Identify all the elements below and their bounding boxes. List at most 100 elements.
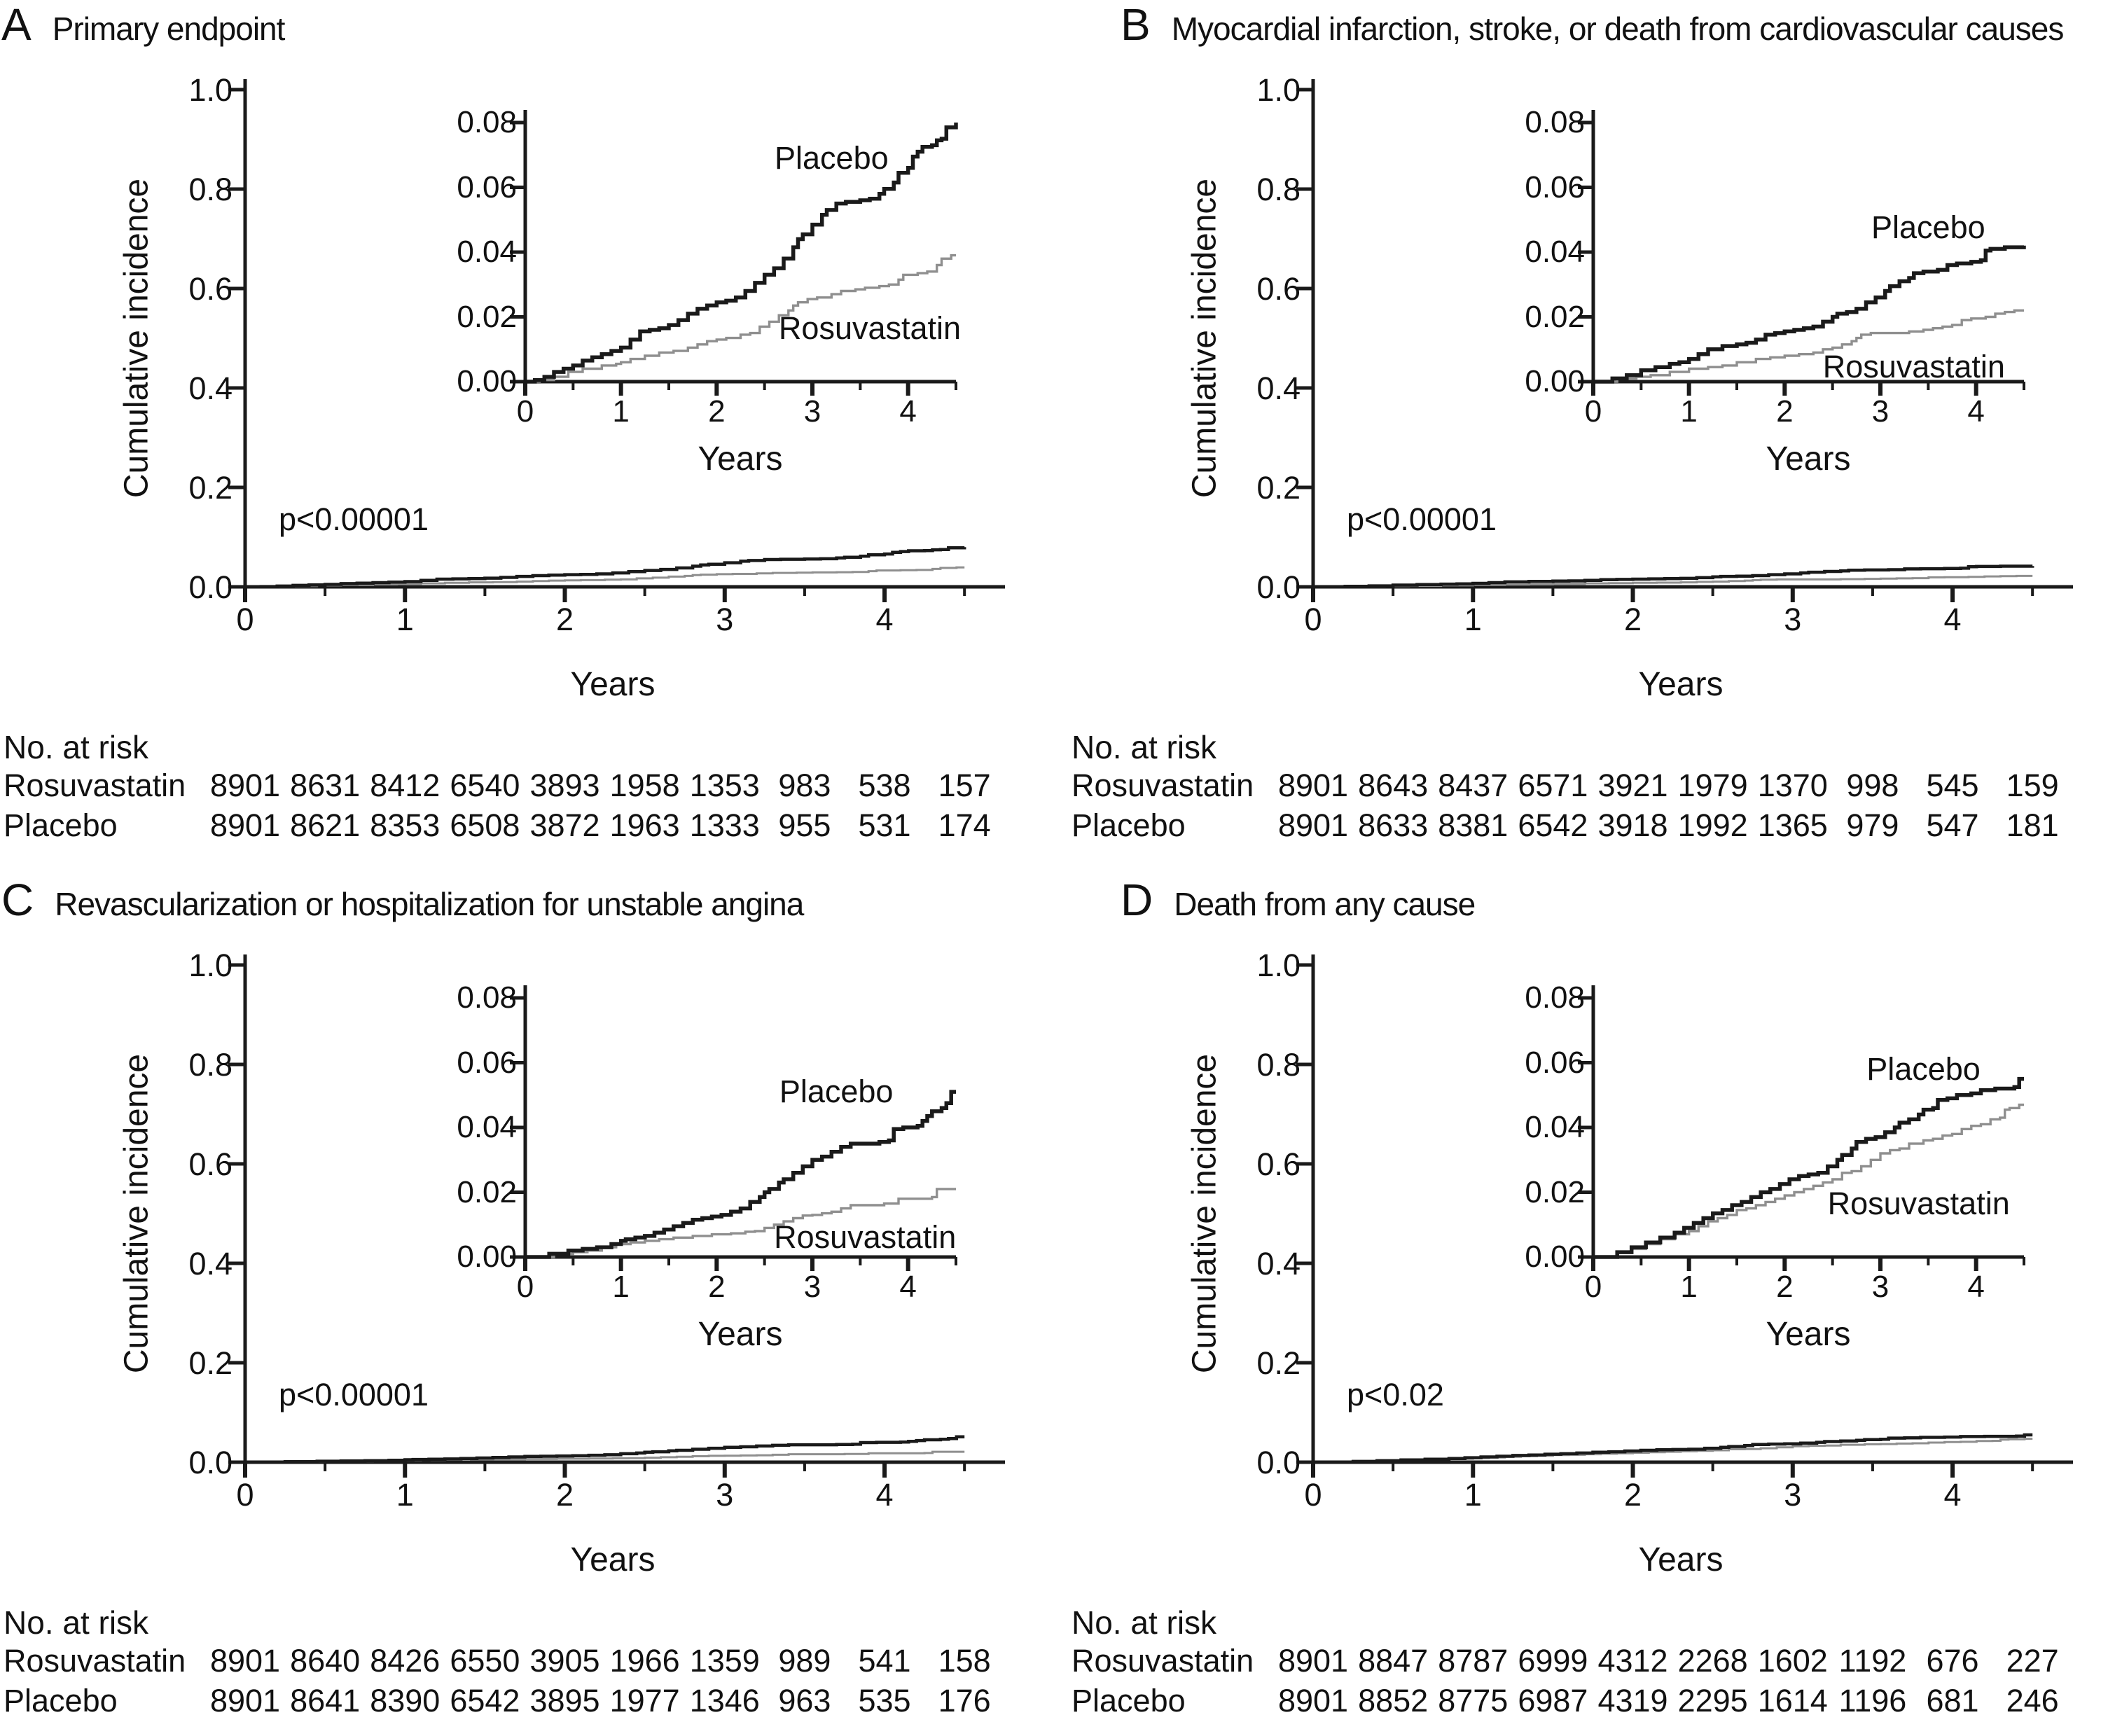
rosuvastatin-series-label: Rosuvastatin <box>774 1219 957 1256</box>
risk-value: 955 <box>778 807 831 843</box>
risk-value: 8631 <box>290 768 361 803</box>
risk-value: 174 <box>938 807 991 843</box>
risk-value: 1359 <box>689 1643 760 1679</box>
inset-y-tick-label: 0.08 <box>1525 980 1585 1015</box>
x-axis-label: Years <box>570 666 656 703</box>
main-y-tick-label: 0.8 <box>1256 1047 1301 1083</box>
panel-title-row: A Primary endpoint <box>1 0 286 50</box>
risk-value: 6540 <box>450 768 520 803</box>
inset-x-tick-label: 1 <box>1680 1270 1698 1304</box>
inset-y-tick-label: 0.00 <box>457 364 517 398</box>
risk-value: 8353 <box>370 807 441 843</box>
risk-value: 535 <box>858 1683 911 1718</box>
risk-row-label: Rosuvastatin <box>1072 1643 1254 1679</box>
risk-value: 3893 <box>529 768 600 803</box>
inset-placebo-curve <box>1593 245 2026 384</box>
risk-value: 1614 <box>1757 1683 1828 1718</box>
risk-value: 8437 <box>1438 768 1509 803</box>
main-placebo-curve <box>1313 564 2034 589</box>
main-y-tick-label: 0.8 <box>188 172 233 207</box>
risk-row-label: Rosuvastatin <box>4 768 186 803</box>
y-axis-label: Cumulative incidence <box>1186 178 1223 499</box>
risk-value: 227 <box>2006 1643 2059 1679</box>
main-x-tick-label: 4 <box>875 1477 894 1513</box>
inset-x-tick-label: 4 <box>1967 1270 1985 1304</box>
risk-value: 3921 <box>1597 768 1668 803</box>
panel-d: D Death from any cause Cumulative incidenc… <box>1050 875 2101 1736</box>
main-y-tick-label: 0.6 <box>1256 271 1301 307</box>
risk-value: 538 <box>858 768 911 803</box>
x-axis-label: Years <box>1638 1541 1724 1578</box>
placebo-series-label: Placebo <box>1866 1050 1981 1087</box>
panel-title-row: D Death from any cause <box>1121 876 1476 924</box>
risk-value: 2268 <box>1677 1643 1748 1679</box>
main-rosuvastatin-curve <box>1313 574 2033 588</box>
main-x-tick-label: 3 <box>716 602 734 637</box>
main-y-tick-label: 1.0 <box>188 72 233 108</box>
main-y-tick-label: 0.6 <box>188 271 233 307</box>
inset-rosuvastatin-curve <box>1593 1103 2024 1258</box>
inset-x-axis-label: Years <box>1766 1316 1851 1353</box>
inset-x-tick-label: 2 <box>708 394 726 429</box>
inset-x-tick-label: 1 <box>612 1270 630 1304</box>
main-x-tick-label: 4 <box>1943 602 1962 637</box>
km-plot-b <box>1296 79 2073 602</box>
inset-y-tick-label: 0.02 <box>1525 299 1585 334</box>
panel-letter: B <box>1121 0 1151 50</box>
panel-heading: Myocardial infarction, stroke, or death … <box>1171 11 2065 47</box>
main-x-tick-label: 4 <box>1943 1477 1962 1513</box>
inset-y-tick-label: 0.06 <box>457 1045 517 1080</box>
panel-a: A Primary endpoint Cumulative incidence 1.0… <box>0 0 1050 875</box>
panel-letter: C <box>1 875 34 925</box>
inset-x-axis-label: Years <box>1766 440 1851 478</box>
inset-x-tick-label: 3 <box>1871 1270 1889 1304</box>
risk-value: 1196 <box>1838 1683 1907 1718</box>
y-axis-label: Cumulative incidence <box>1186 1053 1223 1374</box>
risk-value: 1958 <box>609 768 680 803</box>
km-plot-d <box>1296 954 2073 1478</box>
risk-value: 676 <box>1926 1643 1979 1679</box>
risk-value: 8901 <box>209 1643 281 1679</box>
risk-value: 6550 <box>450 1643 520 1679</box>
risk-value: 8412 <box>370 768 441 803</box>
main-y-tick-label: 1.0 <box>1256 72 1301 108</box>
inset-x-axis-label: Years <box>698 440 783 478</box>
inset-rosuvastatin-curve <box>1593 309 2024 383</box>
inset-x-tick-label: 0 <box>516 394 534 429</box>
rosuvastatin-series-label: Rosuvastatin <box>778 310 962 346</box>
p-value: p<0.00001 <box>1347 501 1497 537</box>
risk-value: 1333 <box>689 807 760 843</box>
inset-y-tick-label: 0.04 <box>1525 1110 1585 1144</box>
inset-y-tick-label: 0.06 <box>457 169 517 204</box>
risk-value: 157 <box>938 768 991 803</box>
risk-value: 6987 <box>1518 1683 1588 1718</box>
panel-letter: A <box>1 0 32 50</box>
risk-value: 8426 <box>370 1643 441 1679</box>
risk-value: 547 <box>1926 807 1979 843</box>
panel-c: C Revascularization or hospitalization fo… <box>0 875 1050 1736</box>
inset-y-tick-label: 0.00 <box>457 1239 517 1274</box>
panel-heading: Primary endpoint <box>52 11 286 47</box>
main-x-tick-label: 2 <box>1624 602 1642 637</box>
main-x-tick-label: 1 <box>1464 602 1482 637</box>
main-rosuvastatin-curve <box>245 566 965 588</box>
inset-x-tick-label: 4 <box>1967 394 1985 429</box>
main-y-tick-label: 0.4 <box>188 1246 233 1282</box>
risk-value: 531 <box>858 807 911 843</box>
risk-value: 1370 <box>1757 768 1828 803</box>
panel-heading: Death from any cause <box>1174 886 1476 922</box>
risk-value: 1977 <box>609 1683 680 1718</box>
risk-value: 8901 <box>209 1683 281 1718</box>
inset-x-tick-label: 2 <box>1776 394 1794 429</box>
main-y-tick-label: 0.0 <box>1256 1445 1301 1480</box>
main-y-tick-label: 0.2 <box>188 1345 233 1381</box>
risk-value: 6999 <box>1518 1643 1588 1679</box>
inset-x-tick-label: 3 <box>803 1270 821 1304</box>
panel-inner: A Primary endpoint Cumulative incidence 1.0… <box>0 0 1029 868</box>
risk-row-label: Placebo <box>1072 807 1186 843</box>
main-y-tick-label: 0.2 <box>1256 470 1301 506</box>
risk-table-title: No. at risk <box>4 1604 149 1641</box>
panel-title-row: B Myocardial infarction, stroke, or death… <box>1121 0 2065 50</box>
risk-value: 681 <box>1926 1683 1979 1718</box>
